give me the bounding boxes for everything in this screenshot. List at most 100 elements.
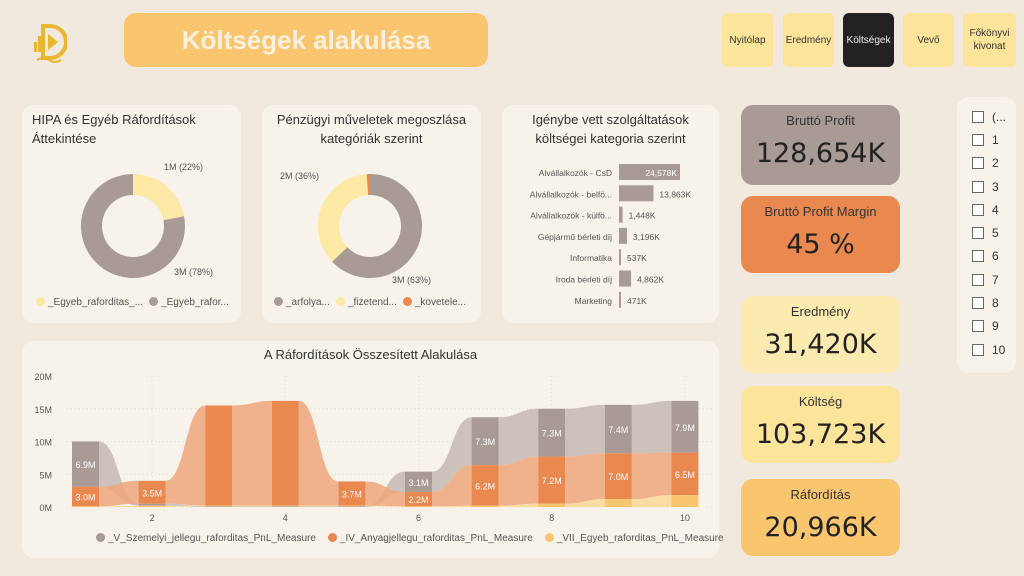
checkbox[interactable] [972,157,984,170]
ribbon-bar [205,505,233,507]
legend-item[interactable]: _Egyeb_rafor... [149,297,229,308]
ribbon-bar [72,506,99,507]
kpi-value: 31,420K [764,329,877,360]
ribbon-bar [538,408,566,457]
ribbon-bar [138,503,166,506]
ribbon-bar [471,465,499,506]
slicer-item[interactable]: 5 [957,221,1016,244]
x-tick-label: 8 [549,513,554,523]
slicer-item[interactable]: 4 [957,198,1016,221]
checkbox[interactable] [972,227,984,240]
slicer-item[interactable]: 9 [957,315,1016,338]
y-tick-label: 5M [39,470,52,480]
ribbon [631,495,672,507]
nav-fokonyvi-kivonat-button[interactable]: Főkönyvi kivonat [963,13,1016,67]
ribbon-chart: 0M 5M 10M 15M 20M 2 4 6 8 10 6.9M 3.0M 3.5M 3.7M 3.1M 2… [34,372,712,523]
data-label: 6.9M [75,460,95,470]
legend-item[interactable]: _arfolya... [274,297,330,308]
ribbon-bar [338,505,366,507]
bar-category-label: Alvállalkozók - belfö... [530,189,612,199]
slicer-item[interactable]: 1 [957,128,1016,151]
slicer-item[interactable]: 6 [957,245,1016,268]
y-tick-label: 0M [39,503,52,513]
donut-slice [81,174,185,278]
legend-item[interactable]: _fizetend... [335,297,397,308]
ribbon [498,456,539,506]
kpi-label: Költség [798,394,843,409]
nav-nyitolap-button[interactable]: Nyitólap [722,13,773,67]
slicer-item[interactable]: 7 [957,268,1016,291]
bar-category-label: Alvállalkozók - külfö... [530,211,612,221]
page-title: Költségek alakulása [124,13,488,67]
ribbon [232,505,272,507]
legend-item[interactable]: _kovetele... [402,297,466,308]
ribbon-bar [671,400,699,453]
slicer-item[interactable]: (... [957,105,1016,128]
slicer-item-label: 5 [992,226,999,241]
legend-item[interactable]: _Egyeb_raforditas_... [36,297,143,308]
ribbon-bar [205,405,233,506]
chart-title: Pénzügyi műveletek megoszlása kategóriák… [276,112,467,146]
slicer-item[interactable]: 2 [957,152,1016,175]
data-label: 7.3M [475,437,495,447]
ribbon [298,400,339,506]
kpi-koltseg: Költség 103,723K [741,386,900,463]
ribbon [298,506,339,507]
checkbox[interactable] [972,250,984,263]
data-label: 1M (22%) [164,162,203,172]
data-label: 6.2M [475,481,495,491]
checkbox[interactable] [972,343,984,356]
kpi-value: 103,723K [755,419,886,450]
checkbox[interactable] [972,180,984,193]
bar-value-label: 537K [627,253,647,263]
bar-value-label: 24,578K [645,168,677,178]
ribbon [99,441,139,506]
nav-vevo-button[interactable]: Vevő [903,13,954,67]
checkbox[interactable] [972,297,984,310]
chart-title: A Ráfordítások Összesített Alakulása [263,347,478,362]
ribbon [99,480,139,507]
donut-chart: 1M (22%) 3M (78%) [81,162,213,278]
kpi-brutto-profit-margin: Bruttó Profit Margin 45 % [741,196,900,273]
ribbon-bar [405,491,432,507]
ribbon-bar [471,417,499,466]
ribbon-bar [604,453,632,500]
slicer-item-label: 4 [992,202,999,217]
checkbox[interactable] [972,203,984,216]
bar [619,227,627,244]
ribbon-bar [138,480,166,504]
checkbox[interactable] [972,273,984,286]
bar-category-label: Iroda bérleti díj [556,275,612,285]
slicer-item[interactable]: 10 [957,338,1016,361]
kpi-label: Eredmény [790,304,851,319]
checkbox[interactable] [972,133,984,146]
donut-chart: 2M (36%) 3M (63%) [280,171,431,285]
data-label: 2.2M [408,495,428,505]
nav-eredmeny-button[interactable]: Eredmény [783,13,834,67]
ribbon-bar [471,505,499,507]
slicer-item[interactable]: 8 [957,291,1016,314]
kpi-label: Bruttó Profit Margin [764,204,877,219]
x-tick-label: 2 [150,513,155,523]
bar-category-label: Alvállalkozók - CsD [539,168,612,178]
month-slicer: (... 1 2 3 4 5 6 7 8 9 10 [957,97,1016,373]
bar [619,249,621,266]
ribbon-bar [72,441,99,487]
legend-item[interactable]: _V_Szemelyi_jellegu_raforditas_PnL_Measu… [96,533,316,544]
legend-item[interactable]: _IV_Anyagjellegu_raforditas_PnL_Measure [327,533,533,544]
slicer-item[interactable]: 3 [957,175,1016,198]
ribbon [498,503,539,507]
legend: _V_Szemelyi_jellegu_raforditas_PnL_Measu… [96,533,724,544]
nav-koltsegek-button[interactable]: Költségek [843,13,894,67]
ribbon [432,417,472,492]
legend-item[interactable]: _VII_Egyeb_raforditas_PnL_Measure [544,533,724,544]
checkbox[interactable] [972,320,984,333]
data-label: 3.5M [142,488,162,498]
data-label: 7.2M [542,476,562,486]
ribbon [365,505,405,507]
ribbon-bar [138,505,166,507]
ribbon [298,505,339,507]
chart-title: Igénybe vett szolgáltatások költségei ka… [532,112,689,146]
checkbox[interactable] [972,110,984,123]
data-label: 7.0M [608,472,628,482]
